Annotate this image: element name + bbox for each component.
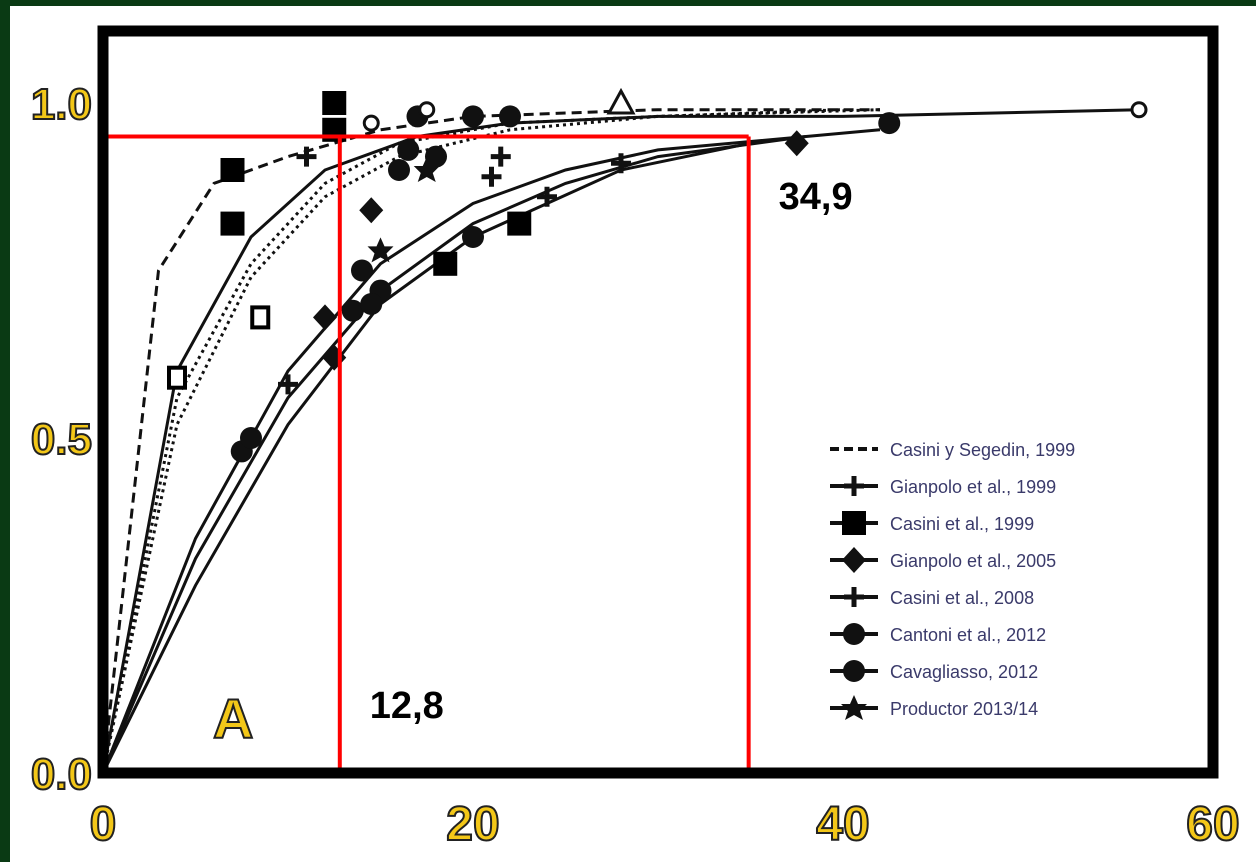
data-point-25 [322, 344, 347, 371]
reference-lines [103, 134, 751, 771]
data-point-16 [425, 145, 447, 168]
legend-item: Casini et al., 1999 [830, 511, 1034, 535]
data-point-8 [167, 365, 187, 390]
data-point-4 [220, 211, 245, 236]
legend-marker [841, 695, 867, 720]
data-point-14 [240, 427, 262, 449]
legend-marker [844, 587, 864, 607]
y-tick-label: 0.5 [31, 415, 92, 464]
legend: Casini y Segedin, 1999 Gianpolo et al., 1… [830, 440, 1075, 720]
plot-frame [97, 25, 1219, 779]
data-point-32 [278, 374, 298, 395]
legend-label: Productor 2013/14 [890, 699, 1038, 719]
legend-label: Gianpolo et al., 2005 [890, 551, 1056, 571]
fitted-curves [101, 108, 1140, 774]
data-point-31 [611, 153, 631, 174]
x-tick-label: 0 [90, 798, 117, 851]
curve-3 [101, 108, 844, 774]
data-point-9 [351, 259, 373, 282]
curve-5 [101, 128, 881, 774]
legend-marker [843, 623, 865, 645]
data-point-7 [250, 305, 271, 330]
data-point-35 [362, 114, 380, 132]
data-point-37 [418, 101, 436, 119]
x-axis-ticks: 0 20 40 60 [89, 797, 1241, 852]
x-tick-label: 60 [1186, 798, 1239, 851]
legend-item: Casini et al., 2008 [830, 587, 1034, 608]
x-tick-label: 40 [816, 798, 869, 851]
annotation-2: 34,9 [779, 176, 853, 218]
data-point-38 [606, 87, 636, 115]
legend-marker [842, 511, 866, 535]
legend-label: Casini et al., 2008 [890, 588, 1034, 608]
legend-item: Cantoni et al., 2012 [830, 623, 1046, 645]
data-point-21 [499, 105, 521, 128]
data-point-22 [878, 112, 901, 135]
y-tick-label: 1.0 [31, 80, 92, 129]
data-point-17 [397, 138, 420, 161]
data-point-26 [313, 304, 337, 331]
frame-top-edge [0, 0, 1256, 6]
data-point-34 [413, 157, 440, 182]
data-points [167, 87, 1148, 463]
data-point-12 [360, 293, 383, 315]
x-tick-label: 20 [446, 798, 499, 851]
data-point-3 [220, 158, 245, 182]
data-point-28 [537, 186, 557, 207]
data-point-23 [784, 130, 809, 157]
legend-label: Cantoni et al., 2012 [890, 625, 1046, 645]
y-tick-label: 0.0 [31, 750, 92, 799]
legend-item: Cavagliasso, 2012 [830, 660, 1038, 682]
annotations: 12,8 34,9 [370, 176, 853, 727]
legend-item: Productor 2013/14 [830, 695, 1038, 720]
data-point-36 [1130, 101, 1148, 119]
data-point-33 [367, 237, 394, 263]
data-point-11 [341, 299, 364, 322]
panel-label: A [213, 687, 253, 750]
data-point-5 [507, 211, 532, 236]
data-point-29 [296, 146, 317, 167]
curve-4 [101, 108, 881, 774]
legend-label: Gianpolo et al., 1999 [890, 477, 1056, 497]
legend-marker [842, 547, 866, 573]
legend-label: Casini et al., 1999 [890, 514, 1034, 534]
legend-item: Gianpolo et al., 1999 [830, 476, 1056, 497]
legend-label: Casini y Segedin, 1999 [890, 440, 1075, 460]
curve-6 [101, 135, 807, 774]
data-point-6 [433, 251, 458, 276]
data-point-15 [388, 159, 410, 181]
data-point-30 [490, 146, 511, 167]
data-point-20 [462, 105, 484, 128]
legend-marker [844, 476, 864, 496]
frame-left-edge [0, 0, 10, 862]
legend-marker [843, 660, 865, 682]
data-point-18 [462, 226, 484, 248]
data-point-24 [359, 197, 384, 224]
legend-label: Cavagliasso, 2012 [890, 662, 1038, 682]
curve-7 [101, 141, 751, 774]
y-axis-ticks: 0.0 0.5 1.0 [30, 79, 93, 800]
legend-item: Casini y Segedin, 1999 [830, 440, 1075, 460]
legend-item: Gianpolo et al., 2005 [830, 547, 1056, 573]
data-point-1 [322, 91, 347, 115]
curve-1 [101, 108, 880, 774]
annotation-1: 12,8 [370, 685, 444, 727]
data-point-27 [481, 166, 502, 187]
